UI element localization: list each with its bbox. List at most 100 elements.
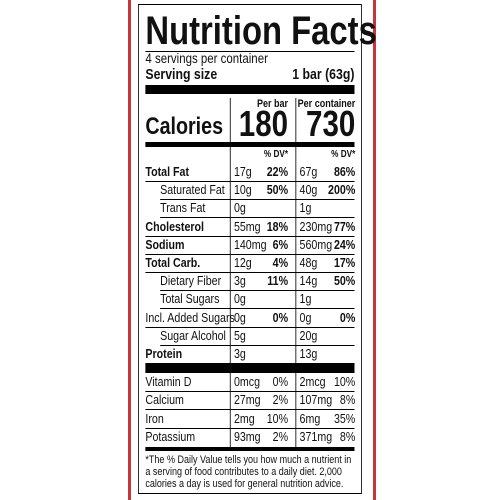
amount: 13g	[299, 346, 318, 361]
thick-rule	[145, 85, 355, 94]
nutrient-label: Total Fat	[145, 164, 190, 179]
nutrition-label: Nutrition Facts 4 servings per container…	[138, 4, 377, 494]
rule	[160, 217, 355, 219]
thick-rule	[145, 447, 355, 451]
daily-value: 8%	[339, 392, 356, 408]
nutrient-label: Sugar Alcohol	[160, 327, 226, 343]
nutrient-label: Calcium	[145, 392, 184, 408]
rule	[160, 199, 355, 201]
daily-value: 0%	[339, 309, 356, 325]
daily-value: 10%	[333, 374, 356, 389]
serving-size-label: Serving size	[145, 66, 218, 83]
rule	[145, 409, 355, 411]
servings: 4 servings per container	[145, 50, 268, 66]
dv-header: % DV*	[263, 149, 289, 160]
amount: 3g	[233, 273, 246, 289]
calories-label: Calories	[145, 113, 224, 140]
amount: 14g	[299, 273, 318, 289]
amount: 107mg	[299, 392, 333, 408]
nutrient-label: Saturated Fat	[160, 182, 225, 198]
amount: 2mg	[233, 410, 255, 426]
package-border	[128, 0, 376, 500]
amount: 17g	[233, 164, 252, 179]
amount: 0mcg	[233, 374, 261, 389]
amount: 560mg	[299, 236, 333, 252]
rule	[160, 308, 355, 310]
amount: 3g	[233, 346, 246, 361]
daily-value: 35%	[333, 410, 356, 426]
title: Nutrition Facts	[145, 9, 377, 53]
dv-header: % DV*	[331, 149, 356, 160]
column-header: Per container	[297, 98, 356, 110]
daily-value: 22%	[266, 164, 289, 179]
thick-rule	[145, 142, 355, 147]
amount: 27mg	[233, 392, 261, 408]
nutrient-label: Vitamin D	[145, 374, 192, 389]
nutrient-label: Incl. Added Sugars	[145, 309, 235, 325]
nutrient-label: Total Carb.	[145, 255, 201, 270]
amount: 40g	[299, 182, 318, 198]
amount: 20g	[299, 327, 318, 343]
amount: 0g	[233, 200, 246, 216]
rule	[145, 391, 355, 392]
daily-value: 11%	[267, 273, 289, 289]
nutrient-label: Trans Fat	[160, 200, 206, 216]
amount: 0g	[233, 291, 246, 307]
daily-value: 0%	[272, 309, 289, 325]
nutrient-label: Cholesterol	[145, 218, 205, 234]
amount: 67g	[299, 164, 318, 179]
rule	[160, 290, 355, 292]
calories-value: 730	[306, 103, 356, 144]
daily-value: 2%	[272, 428, 289, 444]
rule	[145, 51, 355, 52]
nutrient-label: Total Sugars	[160, 291, 220, 307]
amount: 93mg	[233, 428, 261, 444]
amount: 1g	[299, 291, 312, 307]
nutrient-label: Dietary Fiber	[160, 273, 222, 289]
amount: 6mg	[299, 410, 321, 426]
rule	[145, 326, 355, 328]
footnote: *The % Daily Value tells you how much a …	[145, 454, 352, 490]
daily-value: 17%	[333, 255, 356, 270]
amount: 0g	[299, 309, 312, 325]
daily-value: 6%	[272, 236, 289, 252]
amount: 140mg	[233, 236, 267, 252]
rule	[145, 235, 355, 237]
daily-value: 10%	[266, 410, 289, 426]
amount: 5g	[233, 327, 246, 343]
nutrient-label: Potassium	[145, 428, 196, 444]
amount: 12g	[233, 255, 252, 270]
amount: 2mcg	[299, 374, 326, 389]
nutrient-label: Iron	[145, 410, 164, 426]
amount: 48g	[299, 255, 318, 270]
amount: 0g	[233, 309, 246, 325]
column-header: Per bar	[256, 98, 289, 110]
amount: 10g	[233, 182, 252, 198]
calories-value: 180	[238, 103, 289, 144]
daily-value: 50%	[266, 182, 289, 198]
daily-value: 50%	[333, 273, 356, 289]
daily-value: 24%	[333, 236, 356, 252]
daily-value: 77%	[333, 218, 356, 234]
nutrient-label: Sodium	[145, 236, 185, 252]
rule	[145, 272, 355, 273]
daily-value: 2%	[272, 392, 289, 408]
daily-value: 86%	[333, 164, 356, 179]
daily-value: 4%	[272, 255, 289, 270]
rule	[145, 427, 355, 429]
amount: 1g	[299, 200, 312, 216]
daily-value: 200%	[328, 182, 356, 198]
rule	[145, 181, 355, 182]
thick-rule	[145, 363, 355, 373]
amount: 371mg	[299, 428, 333, 444]
rule	[160, 344, 355, 346]
daily-value: 18%	[266, 218, 289, 234]
nutrient-label: Protein	[145, 346, 183, 361]
amount: 55mg	[233, 218, 261, 234]
daily-value: 0%	[272, 374, 289, 389]
daily-value: 8%	[339, 428, 356, 444]
rule	[145, 253, 355, 255]
serving-size-value: 1 bar (63g)	[292, 66, 355, 83]
amount: 230mg	[299, 218, 333, 234]
